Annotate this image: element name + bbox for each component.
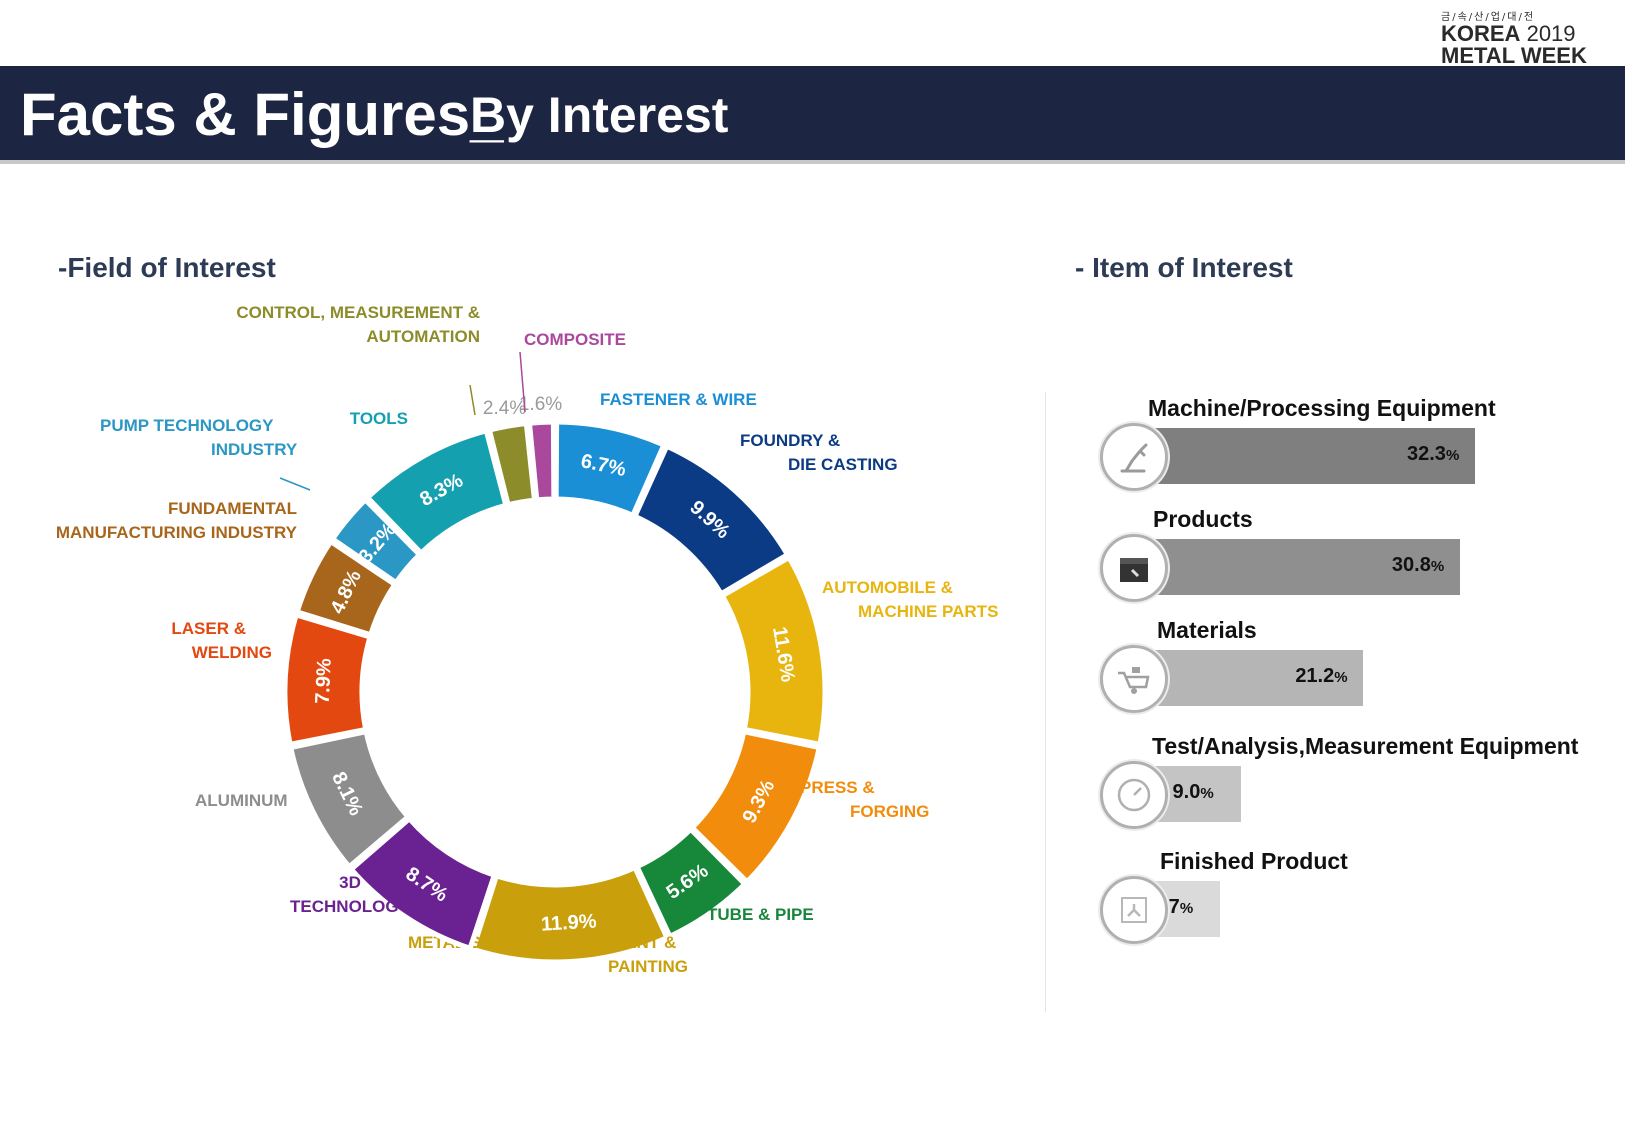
donut-slice-label-12: TOOLS <box>350 409 408 428</box>
bar-category-label-4: Test/Analysis,Measurement Equipment <box>1152 733 1579 759</box>
donut-slice-1 <box>553 419 668 519</box>
page-subtitle: By Interest <box>470 87 729 143</box>
korea-metal-week-logo: 금/속/산/업/대/전 KOREA 2019 METAL WEEK <box>1441 8 1611 67</box>
bar-value-label-3: 21.2% <box>1295 665 1348 687</box>
logo-korean-text: 금/속/산/업/대/전 <box>1441 12 1536 23</box>
page-title: Facts & Figures_ <box>20 81 504 148</box>
donut-slice-pct-13: 2.4% <box>483 398 526 419</box>
donut-slice-12 <box>364 427 509 557</box>
donut-slice-label-14: COMPOSITE <box>524 330 626 349</box>
donut-slice-label-3: AUTOMOBILE & MACHINE PARTS <box>822 578 998 621</box>
item-of-interest-heading: - Item of Interest <box>1075 252 1293 283</box>
donut-slice-9 <box>282 611 374 748</box>
logo-year: 2019 <box>1526 21 1576 46</box>
donut-slice-2 <box>631 442 791 598</box>
donut-slice-label-2: FOUNDRY & DIE CASTING <box>740 431 898 474</box>
donut-slice-7 <box>347 815 498 952</box>
bar-category-label-3: Materials <box>1157 617 1257 643</box>
donut-slice-label-8: ALUMINUM <box>195 791 288 810</box>
section-divider <box>1045 392 1046 1012</box>
bar-value-label-2: 30.8% <box>1391 554 1445 576</box>
bar-2 <box>1150 539 1460 595</box>
gauge-icon <box>1100 761 1168 829</box>
donut-slice-label-9: LASER & WELDING <box>171 619 272 662</box>
robot-arm-icon <box>1100 423 1168 491</box>
bar-value-label-4: 9.0% <box>1172 781 1214 803</box>
field-of-interest-heading: -Field of Interest <box>58 252 276 283</box>
donut-slice-10 <box>294 538 399 638</box>
donut-slice-5 <box>633 825 749 940</box>
logo-line1: KOREA 2019 <box>1441 23 1611 45</box>
donut-slice-label-10: FUNDAMENTAL MANUFACTURING INDUSTRY <box>56 499 298 542</box>
bar-1 <box>1150 428 1475 484</box>
donut-slice-label-1: FASTENER & WIRE <box>600 390 757 409</box>
donut-slice-6 <box>469 864 671 965</box>
donut-slice-3 <box>718 554 828 748</box>
donut-slice-8 <box>287 728 412 871</box>
bar-value-label-1: 32.3% <box>1407 443 1460 465</box>
hands-box-icon <box>1100 876 1168 944</box>
logo-korea: KOREA <box>1441 21 1521 46</box>
logo-line2: METAL WEEK <box>1441 43 1587 68</box>
leader-control <box>469 384 476 416</box>
wheelbarrow-icon <box>1100 645 1168 713</box>
title-banner: Facts & Figures_ By Interest <box>0 66 1625 164</box>
donut-slice-label-11: PUMP TECHNOLOGY INDUSTRY <box>100 416 298 459</box>
bar-category-label-5: Finished Product <box>1160 848 1348 874</box>
donut-slice-label-13: CONTROL, MEASUREMENT & AUTOMATION <box>236 303 480 346</box>
bar-category-label-1: Machine/Processing Equipment <box>1148 395 1496 421</box>
donut-slice-label-7: 3D TECHNOLOGY <box>290 873 411 916</box>
donut-slice-4 <box>688 728 823 886</box>
donut-slice-label-5: TUBE & PIPE <box>707 905 814 924</box>
donut-slice-label-4: PRESS & FORGING <box>800 778 929 821</box>
donut-slice-14 <box>526 419 557 503</box>
donut-slice-pct-6: 11.9% <box>540 910 597 935</box>
bar-category-label-2: Products <box>1153 506 1253 532</box>
donut-slice-pct-9: 7.9% <box>312 658 336 705</box>
leader-pump <box>279 477 311 491</box>
bar-3 <box>1150 650 1364 706</box>
donut-slice-pct-14: 1.6% <box>519 394 562 415</box>
leader-composite <box>519 351 526 413</box>
toolbox-icon <box>1100 534 1168 602</box>
